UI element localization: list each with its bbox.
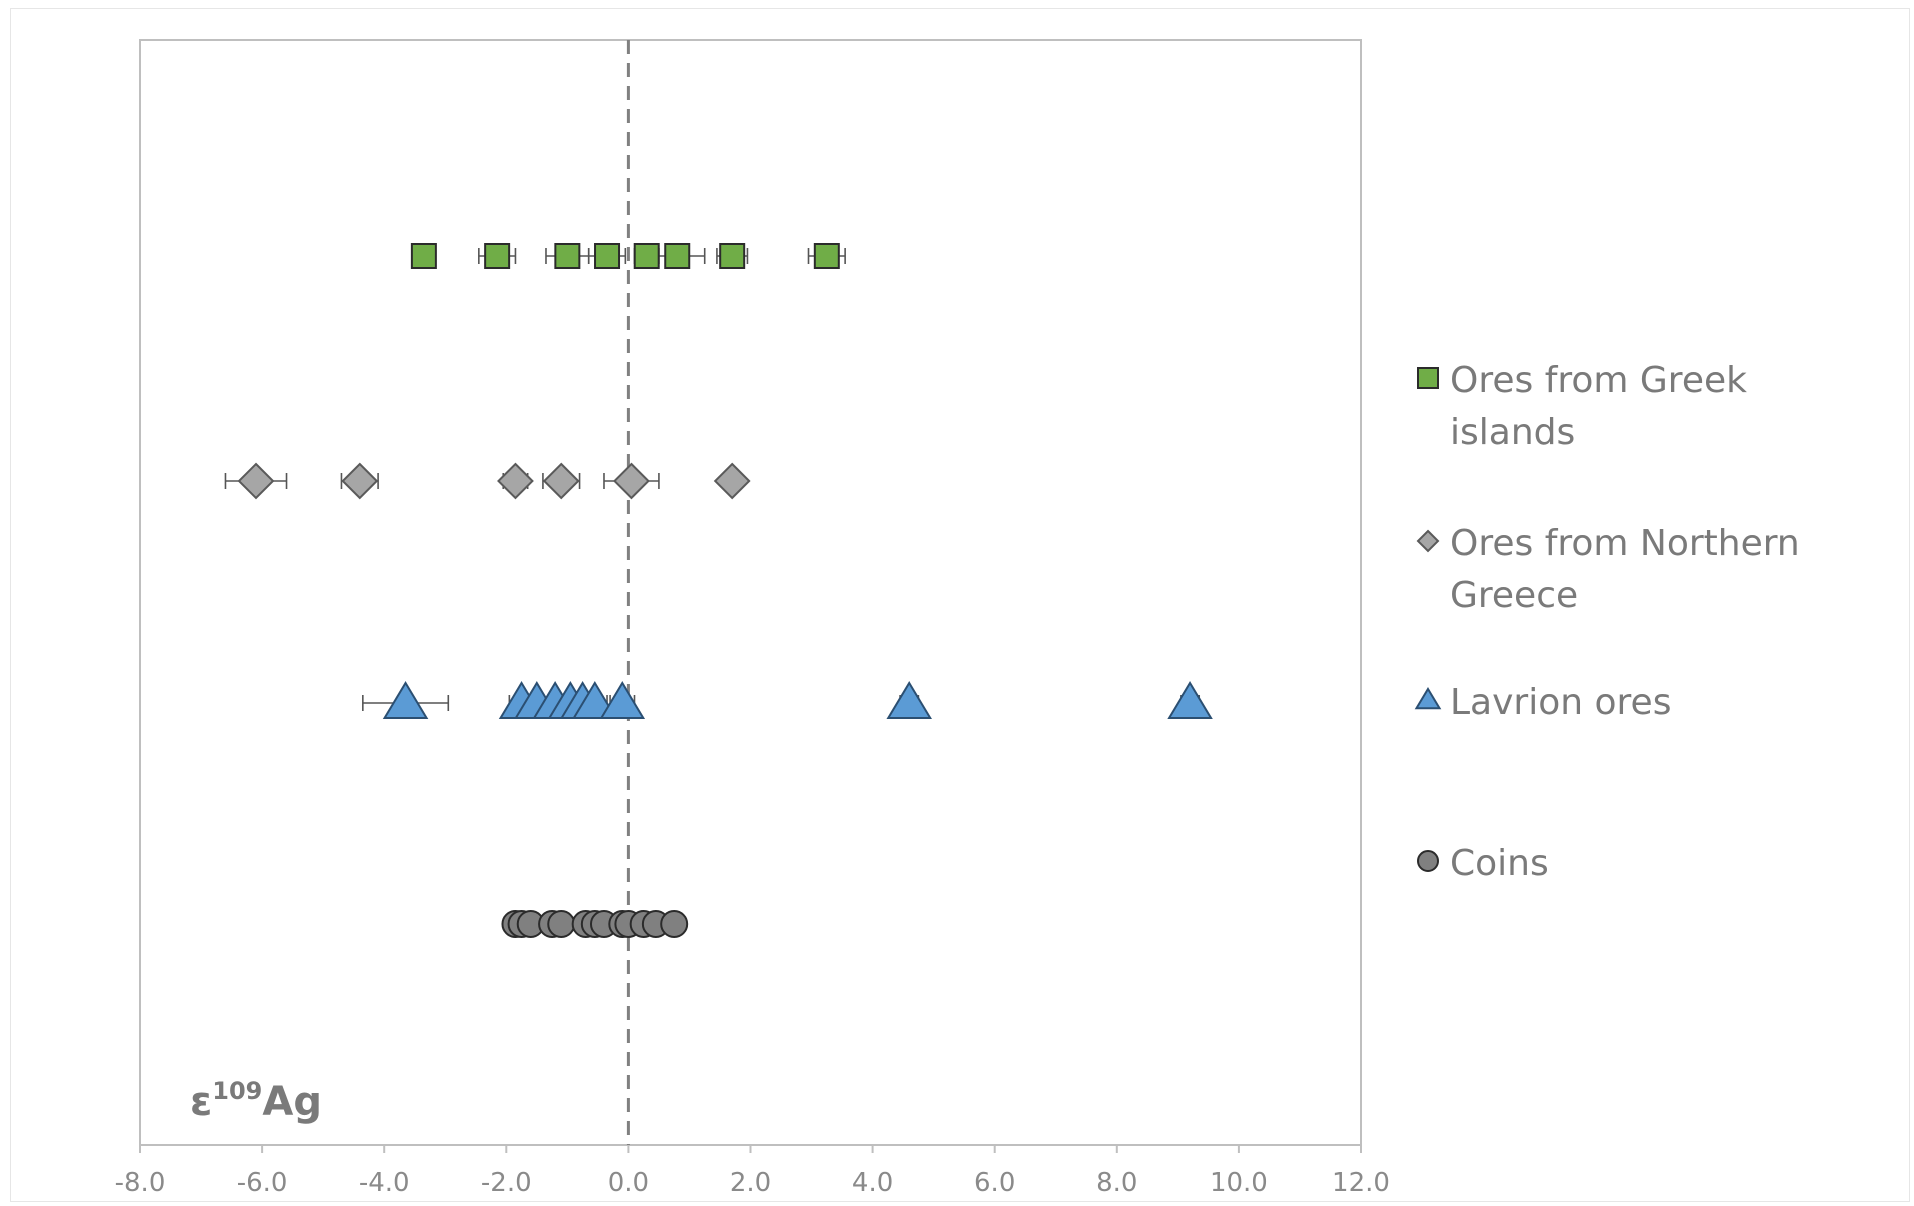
legend-square-icon [1417, 367, 1439, 389]
diamond-point [713, 462, 751, 500]
diamond-point [613, 462, 650, 500]
legend: Ores from Greek islands Ores from Northern… [1414, 360, 1800, 884]
triangle-point [1167, 681, 1213, 719]
triangle-point [886, 681, 932, 719]
x-tick-label: 10.0 [1210, 1168, 1268, 1198]
square-point [594, 243, 621, 269]
legend-diamond-icon [1416, 529, 1440, 553]
x-tick-label: 12.0 [1332, 1168, 1390, 1198]
legend-triangle-icon [1414, 687, 1442, 710]
x-tick-label: -4.0 [359, 1168, 410, 1198]
x-tick-label: -8.0 [115, 1168, 166, 1198]
chart-frame [10, 8, 1910, 1202]
x-tick-label: -2.0 [481, 1168, 532, 1198]
triangle-point [599, 681, 646, 719]
legend-circle-icon [1417, 850, 1439, 872]
square-point [554, 243, 581, 269]
square-point [484, 243, 511, 269]
legend-label-line: Ores from Northern [1450, 523, 1800, 564]
legend-label: Ores from Northern Greece [1450, 523, 1800, 616]
axis-label: ε109Ag [190, 1077, 322, 1125]
circle-point [547, 910, 576, 938]
square-point [633, 243, 660, 269]
legend-label: Ores from Greek islands [1450, 360, 1747, 453]
square-point [719, 243, 746, 269]
diamond-point [341, 462, 379, 500]
triangle-point [382, 681, 429, 719]
x-tick-label: 2.0 [730, 1168, 771, 1198]
x-tick-label: 0.0 [608, 1168, 649, 1198]
x-tick-label: 4.0 [852, 1168, 893, 1198]
legend-label: Lavrion ores [1450, 682, 1671, 723]
diamond-point [497, 462, 534, 500]
circle-point [660, 910, 689, 938]
square-point [813, 243, 840, 269]
diamond-point [542, 462, 580, 500]
legend-label: Coins [1450, 843, 1549, 884]
legend-label-line: islands [1450, 412, 1575, 453]
square-point [664, 243, 691, 269]
square-point [410, 243, 437, 269]
x-tick-label: 8.0 [1096, 1168, 1137, 1198]
x-tick-label: -6.0 [237, 1168, 288, 1198]
data-points [237, 243, 1213, 938]
x-tick-label: 6.0 [974, 1168, 1015, 1198]
triangle-point [572, 681, 618, 719]
legend-label-line: Greece [1450, 575, 1578, 616]
plot-area [139, 39, 1362, 1146]
diamond-point [237, 462, 275, 500]
legend-label-line: Ores from Greek [1450, 360, 1747, 401]
x-axis: -8.0 -6.0 -4.0 -2.0 0.0 2.0 4.0 6.0 8.0 10.0 12.0 [115, 1145, 1390, 1198]
